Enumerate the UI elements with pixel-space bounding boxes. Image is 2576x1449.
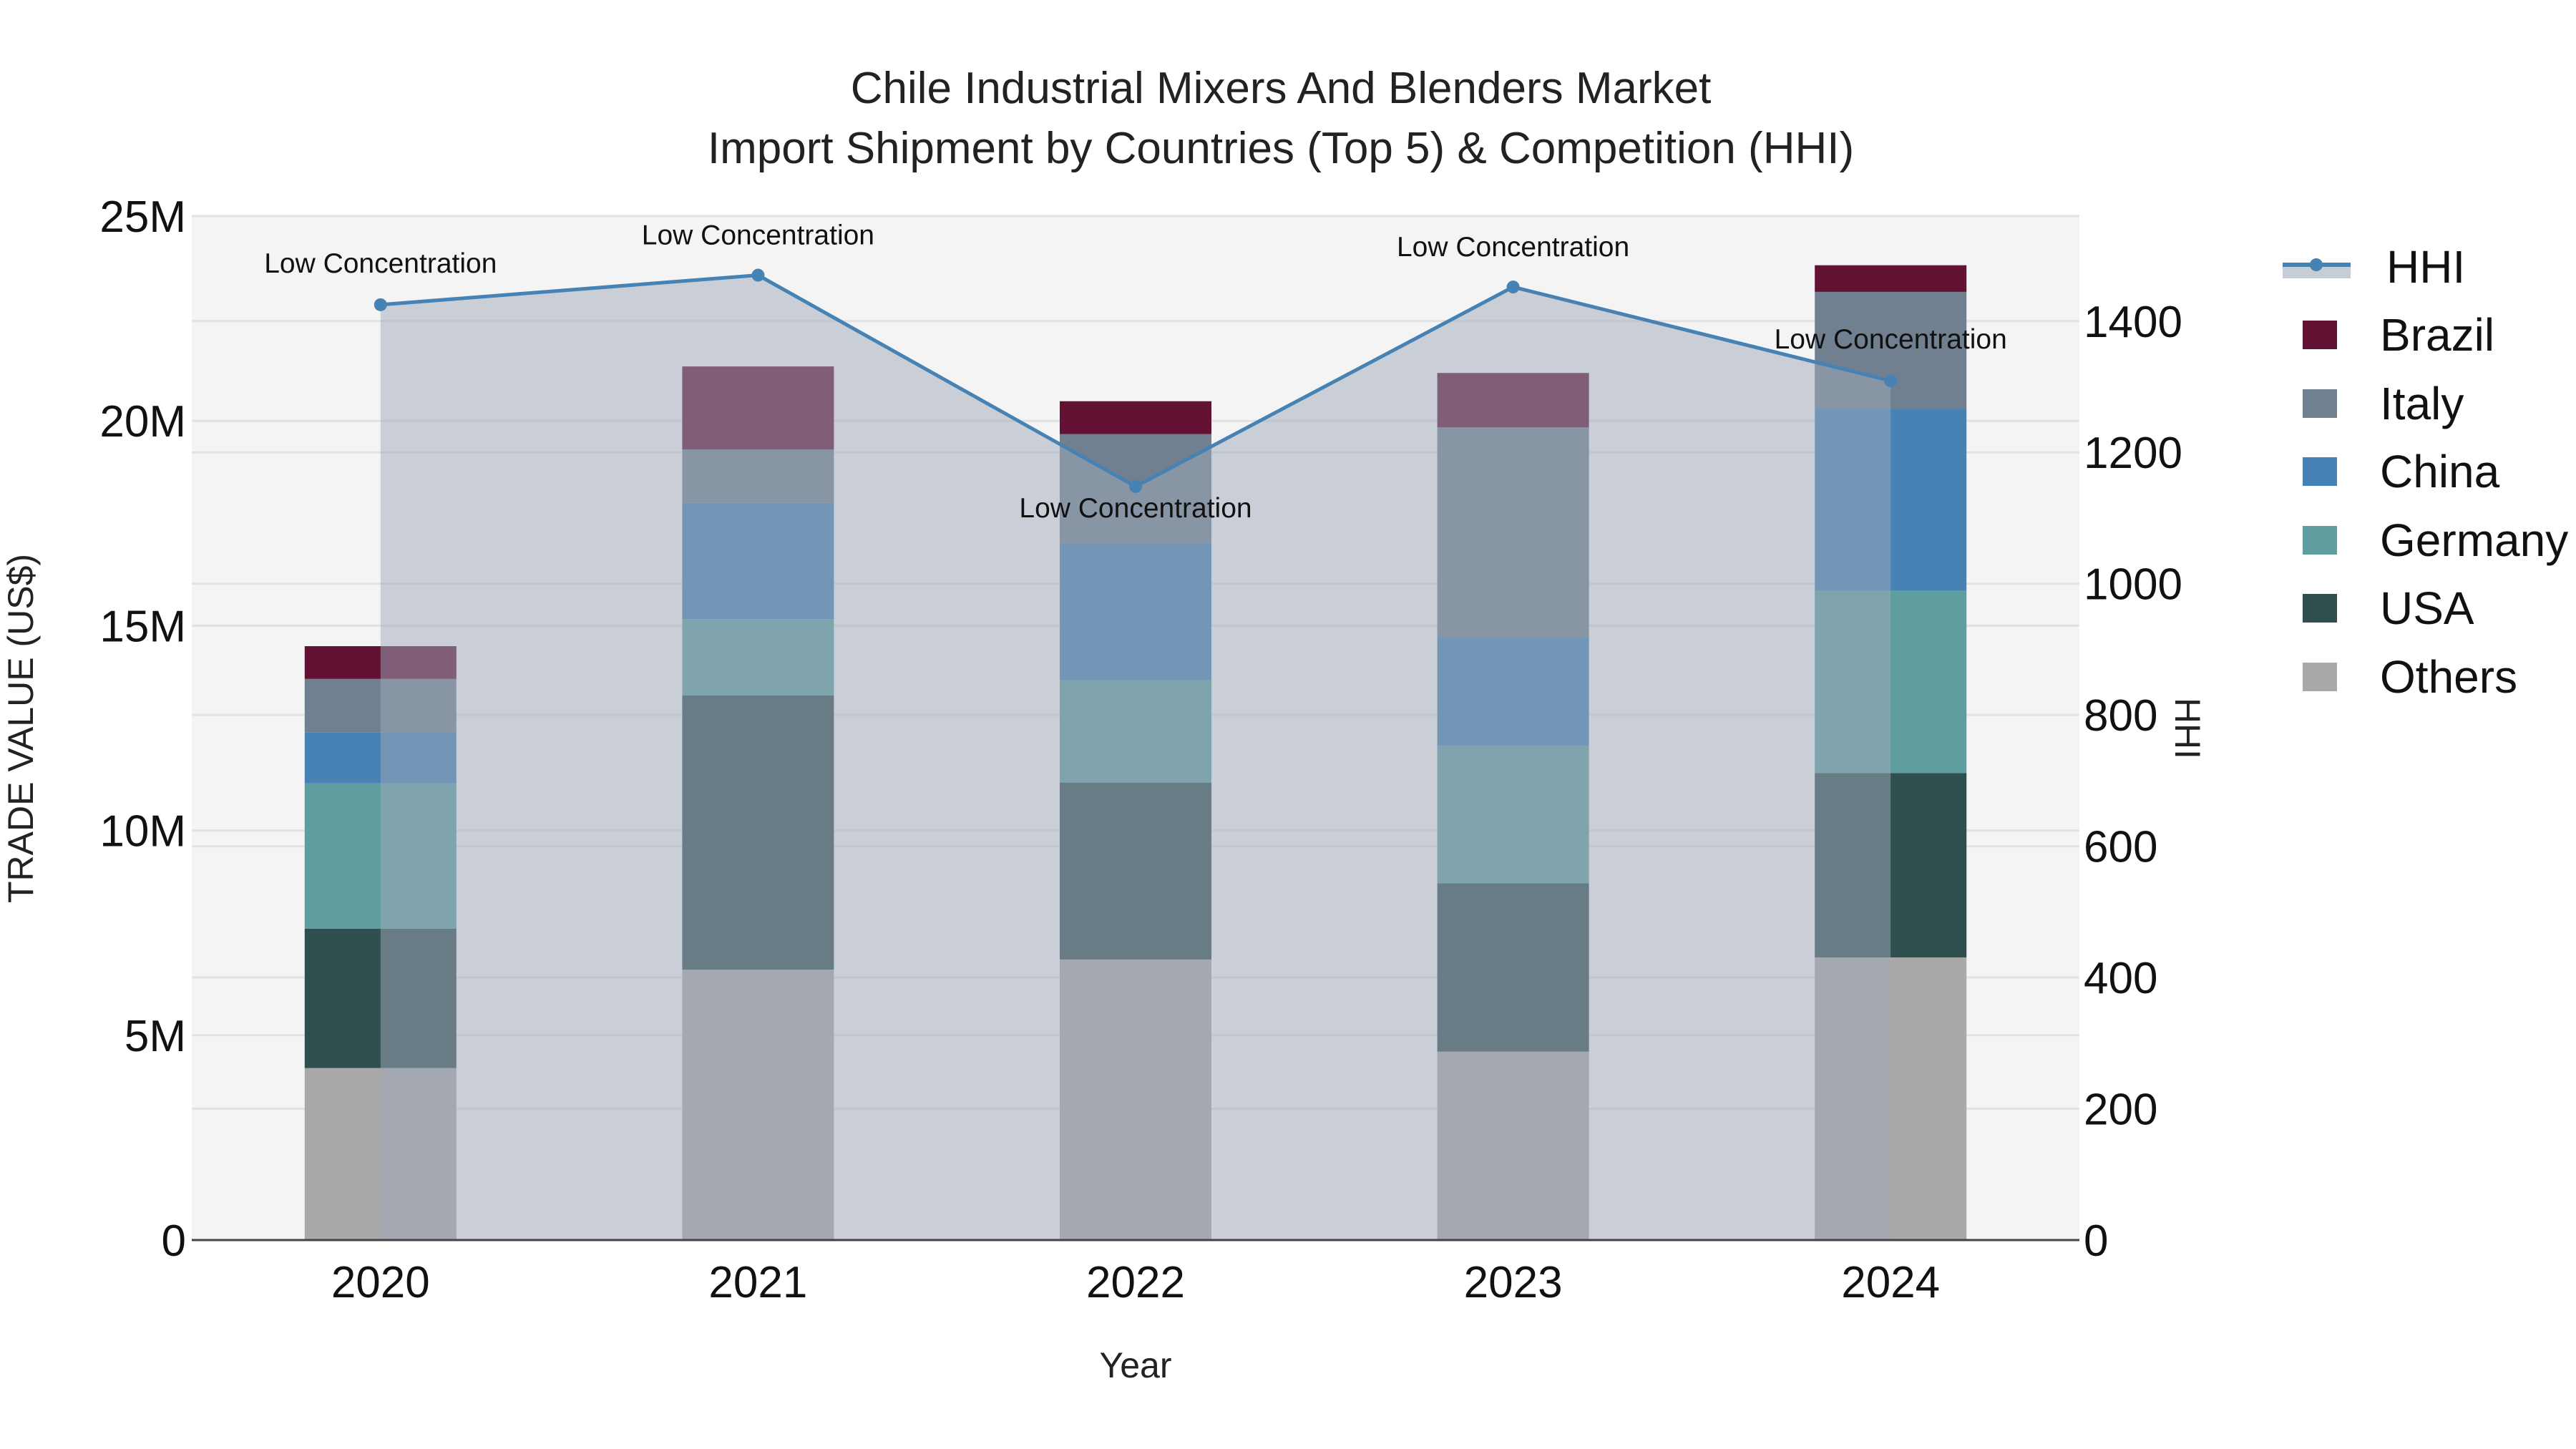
legend-swatch-icon <box>2303 662 2337 691</box>
hhi-annotation: Low Concentration <box>264 248 497 279</box>
legend-item-others[interactable]: Others <box>2275 643 2568 711</box>
y-right-tick-label: 800 <box>2084 691 2157 741</box>
y-left-axis-title: TRADE VALUE (US$) <box>1 554 41 903</box>
hhi-marker[interactable] <box>1506 280 1520 294</box>
legend-label: Germany <box>2380 514 2569 566</box>
legend-item-italy[interactable]: Italy <box>2275 369 2568 438</box>
x-tick-label: 2021 <box>708 1258 807 1307</box>
legend-label: China <box>2380 446 2500 498</box>
y-left-tick-label: 10M <box>99 807 186 857</box>
legend: HHI Brazil Italy China Germany USA Others <box>2275 233 2568 711</box>
legend-swatch-icon <box>2303 321 2337 350</box>
legend-line-marker-icon <box>2283 253 2351 281</box>
y-left-tick-label: 0 <box>162 1216 186 1266</box>
x-tick-label: 2022 <box>1086 1258 1185 1307</box>
y-left-tick-label: 20M <box>99 397 186 447</box>
y-right-tick-label: 1400 <box>2084 298 2182 347</box>
chart-title-line1: Chile Industrial Mixers And Blenders Mar… <box>850 64 1712 113</box>
hhi-marker[interactable] <box>1884 374 1898 388</box>
legend-swatch-icon <box>2303 457 2337 487</box>
chart-title-line2: Import Shipment by Countries (Top 5) & C… <box>707 124 1855 173</box>
hhi-annotation: Low Concentration <box>1775 324 2007 355</box>
y-right-tick-label: 400 <box>2084 954 2157 1003</box>
legend-swatch-icon <box>2303 525 2337 555</box>
y-right-tick-label: 1200 <box>2084 429 2182 478</box>
hhi-annotation: Low Concentration <box>642 220 874 251</box>
legend-swatch-icon <box>2303 594 2337 623</box>
y-left-tick-label: 25M <box>99 192 186 242</box>
legend-label: Brazil <box>2380 309 2495 361</box>
x-tick-label: 2020 <box>331 1258 430 1307</box>
bar-segment-brazil[interactable] <box>1815 265 1967 292</box>
hhi-area <box>380 275 1891 1241</box>
hhi-annotation: Low Concentration <box>1019 493 1252 524</box>
legend-label: USA <box>2380 582 2474 635</box>
legend-item-usa[interactable]: USA <box>2275 575 2568 643</box>
y-right-tick-label: 200 <box>2084 1085 2157 1135</box>
y-right-tick-label: 600 <box>2084 823 2157 872</box>
legend-item-germany[interactable]: Germany <box>2275 506 2568 575</box>
legend-label: Italy <box>2380 377 2464 429</box>
y-right-tick-label: 1000 <box>2084 560 2182 610</box>
hhi-marker[interactable] <box>751 268 765 282</box>
legend-item-china[interactable]: China <box>2275 438 2568 507</box>
y-right-tick-label: 0 <box>2084 1216 2108 1266</box>
x-axis-title: Year <box>1099 1345 1171 1385</box>
bar-segment-brazil[interactable] <box>1060 401 1211 434</box>
x-tick-label: 2024 <box>1841 1258 1940 1307</box>
y-right-axis-title: HHI <box>2167 698 2207 759</box>
legend-label: Others <box>2380 650 2518 703</box>
legend-item-hhi[interactable]: HHI <box>2275 233 2568 301</box>
legend-label: HHI <box>2386 240 2466 293</box>
x-tick-label: 2023 <box>1464 1258 1563 1307</box>
y-left-tick-label: 15M <box>99 602 186 651</box>
hhi-annotation: Low Concentration <box>1397 232 1629 263</box>
legend-swatch-icon <box>2303 389 2337 418</box>
y-left-tick-label: 5M <box>125 1012 186 1061</box>
hhi-marker[interactable] <box>374 298 387 311</box>
hhi-marker[interactable] <box>1129 479 1142 493</box>
legend-item-brazil[interactable]: Brazil <box>2275 301 2568 370</box>
